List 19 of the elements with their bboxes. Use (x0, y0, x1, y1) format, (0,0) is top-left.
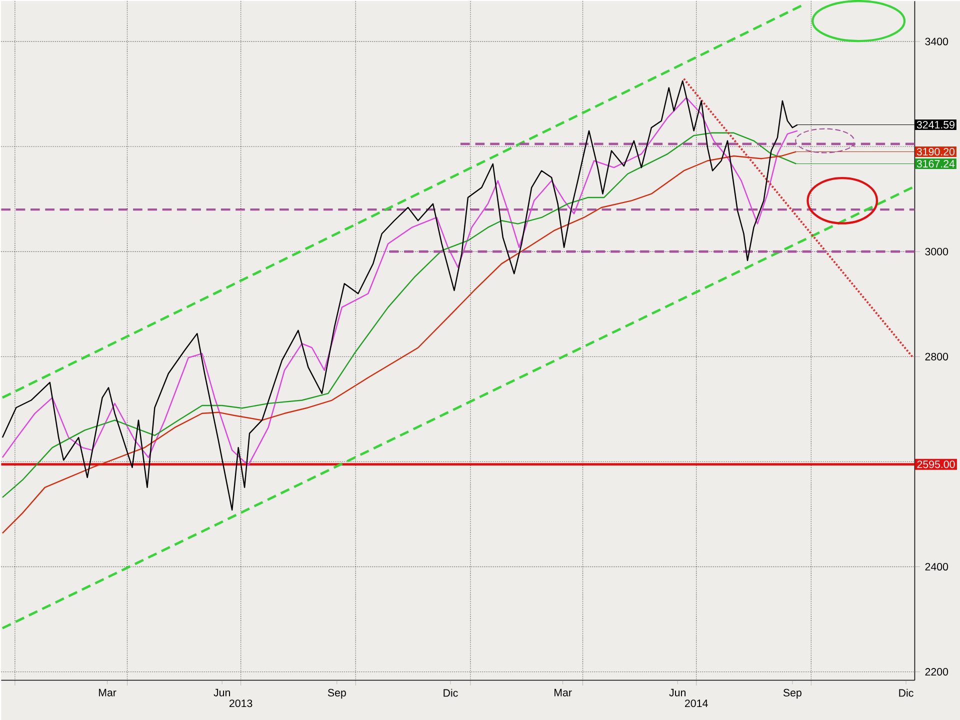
x2-tick-label: 2014 (685, 700, 708, 708)
ref-line-label: 2595.00 (917, 460, 955, 468)
x-tick-label: Mar (554, 688, 572, 696)
data-label: 3241.59 (916, 120, 954, 128)
x-tick-label: Dic (899, 688, 914, 697)
x-tick-label: Sep (783, 688, 802, 698)
y-tick-label: 3400 (925, 38, 948, 46)
x-tick-label: Mar (98, 688, 116, 696)
x-tick-label: Sep (328, 688, 346, 698)
y-tick-label: 2800 (925, 352, 948, 360)
y-tick-label: 2400 (925, 562, 948, 570)
x-tick-label: Jun (214, 688, 230, 696)
y-tick-label: 2200 (925, 668, 948, 676)
data-label: 3190.20 (916, 148, 955, 156)
x-tick-label: Dic (444, 688, 458, 697)
x2-tick-label: 2013 (230, 700, 252, 708)
data-label: 3167.24 (916, 160, 955, 168)
x-tick-label: Jun (669, 688, 686, 696)
y-tick-label: 3000 (925, 248, 948, 256)
